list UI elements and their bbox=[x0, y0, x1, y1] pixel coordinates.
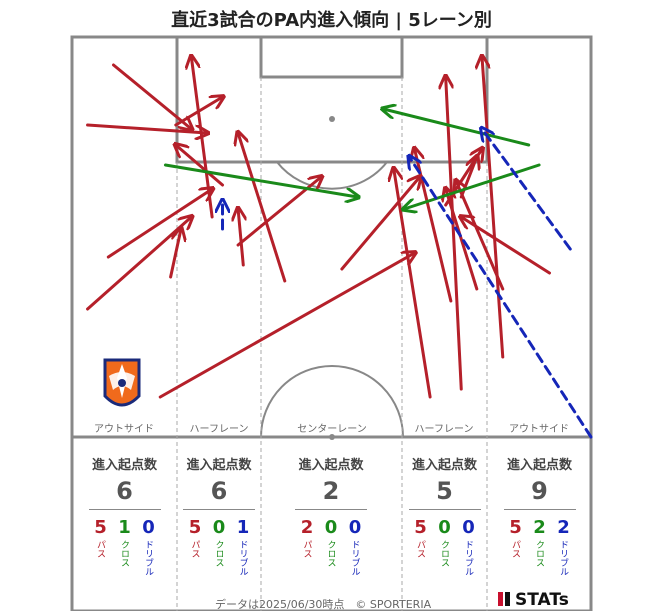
cross-label: クロス bbox=[325, 540, 336, 567]
dribble-arrow bbox=[482, 129, 572, 251]
pass-arrow bbox=[238, 209, 243, 267]
cross-arrow bbox=[163, 163, 357, 197]
pass-arrow bbox=[340, 177, 420, 271]
pass-arrow bbox=[456, 181, 505, 291]
dribble-count: 0 bbox=[462, 517, 475, 538]
cross-count: 0 bbox=[438, 517, 451, 538]
pass-label: パス bbox=[189, 540, 200, 558]
pass-arrow bbox=[106, 189, 212, 259]
cross-arrow bbox=[404, 163, 541, 209]
pass-label: パス bbox=[510, 540, 520, 558]
pass-arrow bbox=[169, 229, 181, 279]
pass-arrow bbox=[461, 217, 551, 275]
cross-label: クロス bbox=[119, 540, 129, 567]
divider bbox=[88, 509, 161, 510]
cross-label: クロス bbox=[439, 540, 449, 567]
lane-label-2: ハーフレーン bbox=[190, 424, 249, 435]
total-count: 6 bbox=[116, 477, 133, 505]
divider bbox=[503, 509, 576, 510]
dribble-count: 1 bbox=[236, 517, 250, 538]
chart-title: 直近3試合のPA内進入傾向 | 5レーン別 bbox=[171, 10, 492, 31]
lane-label-4: ハーフレーン bbox=[415, 424, 474, 435]
brand-text: STATs bbox=[515, 590, 569, 610]
lane-label-5: アウトサイド bbox=[509, 423, 569, 435]
cross-count: 2 bbox=[533, 517, 546, 538]
lane-label-1: アウトサイド bbox=[94, 423, 154, 435]
stats-heading: 進入起点数 bbox=[91, 458, 157, 473]
pass-arrow bbox=[86, 123, 207, 133]
logo-mark-icon bbox=[498, 592, 503, 606]
penalty-area bbox=[175, 37, 489, 164]
lane-stats-2: 進入起点数 6 5 パス 0 クロス 1 ドリブル bbox=[177, 454, 261, 576]
penalty-arc bbox=[276, 161, 388, 190]
divider bbox=[183, 509, 255, 510]
pass-label: パス bbox=[301, 540, 312, 558]
dribble-count: 0 bbox=[348, 517, 362, 538]
pass-count: 5 bbox=[509, 517, 522, 538]
logo-mark2-icon bbox=[505, 592, 510, 606]
lane-stats-3: 進入起点数 2 2 パス 0 クロス 0 ドリブル bbox=[275, 454, 387, 576]
dribble-label: ドリブル bbox=[237, 540, 248, 576]
pass-arrow bbox=[86, 217, 192, 311]
total-count: 9 bbox=[531, 477, 548, 505]
pitch-outline bbox=[70, 35, 593, 611]
pass-arrow bbox=[482, 57, 505, 359]
pass-arrow bbox=[238, 133, 287, 283]
cross-count: 1 bbox=[118, 517, 131, 538]
center-circle bbox=[260, 365, 404, 438]
lane-stats-4: 進入起点数 5 5 パス 0 クロス 0 ドリブル bbox=[402, 454, 487, 576]
pass-arrow bbox=[112, 63, 192, 129]
footer-note: データは2025/06/30時点 © SPORTERIA bbox=[215, 598, 432, 611]
goal-area bbox=[259, 37, 404, 79]
pass-arrow bbox=[176, 145, 225, 187]
cross-label: クロス bbox=[213, 540, 224, 567]
dribble-label: ドリブル bbox=[463, 540, 473, 576]
dribble-label: ドリブル bbox=[143, 540, 153, 576]
pass-arrow bbox=[191, 57, 214, 219]
arrows-layer bbox=[86, 57, 593, 439]
total-count: 5 bbox=[436, 477, 453, 505]
stats-heading: 進入起点数 bbox=[506, 458, 572, 473]
divider bbox=[295, 509, 367, 510]
cross-count: 0 bbox=[212, 517, 226, 538]
dribble-count: 2 bbox=[557, 517, 570, 538]
dribble-label: ドリブル bbox=[558, 540, 568, 576]
pass-count: 5 bbox=[414, 517, 427, 538]
cross-label: クロス bbox=[534, 540, 544, 567]
team-crest-icon bbox=[103, 358, 141, 407]
cross-count: 0 bbox=[324, 517, 338, 538]
total-count: 6 bbox=[210, 477, 228, 505]
stats-heading: 進入起点数 bbox=[411, 458, 477, 473]
pass-arrow bbox=[446, 77, 463, 391]
penalty-spot bbox=[329, 116, 335, 122]
dribble-arrow bbox=[409, 157, 593, 439]
stats-heading: 進入起点数 bbox=[186, 458, 252, 473]
dribble-label: ドリブル bbox=[349, 540, 360, 576]
pass-arrow bbox=[158, 253, 414, 399]
pass-count: 5 bbox=[188, 517, 202, 538]
lane-stats-1: 進入起点数 6 5 パス 1 クロス 0 ドリブル bbox=[77, 454, 172, 576]
cross-arrow bbox=[383, 109, 531, 147]
pass-label: パス bbox=[415, 540, 425, 558]
stats-heading: 進入起点数 bbox=[298, 458, 364, 473]
dribble-count: 0 bbox=[142, 517, 155, 538]
pass-arrow bbox=[236, 177, 321, 247]
center-spot bbox=[329, 434, 335, 440]
divider bbox=[408, 509, 481, 510]
lane-stats-5: 進入起点数 9 5 パス 2 クロス 2 ドリブル bbox=[492, 454, 587, 576]
pass-count: 2 bbox=[300, 517, 314, 538]
pass-arrow bbox=[446, 189, 479, 291]
pass-arrow bbox=[415, 149, 453, 303]
stats-logo: STATs bbox=[498, 590, 569, 610]
pass-label: パス bbox=[95, 540, 105, 558]
pass-count: 5 bbox=[94, 517, 107, 538]
total-count: 2 bbox=[322, 477, 340, 505]
lane-label-3: センターレーン bbox=[297, 423, 367, 435]
